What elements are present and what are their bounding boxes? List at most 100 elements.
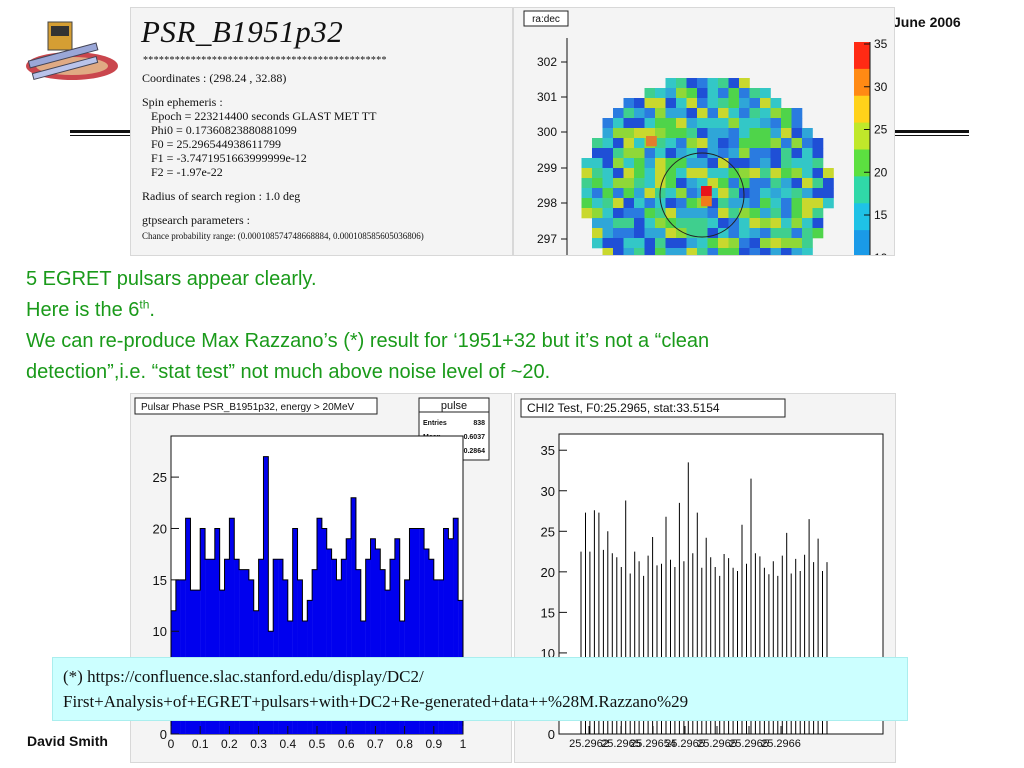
map-cell	[592, 198, 603, 209]
hist-bar	[234, 559, 240, 734]
map-cell	[802, 138, 813, 149]
hist-bar	[239, 569, 245, 734]
hist-bar	[331, 559, 337, 734]
colorbar-segment	[854, 176, 870, 204]
chi-y-tick-label: 35	[541, 443, 555, 458]
presentation-date: June 2006	[893, 14, 961, 30]
map-cell	[812, 158, 824, 169]
coordinates-line: Coordinates : (298.24 , 32.88)	[142, 71, 287, 85]
hist-bar	[414, 528, 420, 734]
map-cell	[665, 248, 677, 255]
map-cell	[718, 78, 729, 89]
map-cell	[665, 118, 677, 129]
map-cell	[697, 248, 708, 255]
map-cell	[781, 118, 792, 129]
colorbar-segment	[854, 230, 870, 255]
map-cell	[770, 248, 782, 255]
colorbar-tick-label: 35	[874, 37, 888, 51]
footnote-line1[interactable]: (*) https://confluence.slac.stanford.edu…	[63, 667, 424, 686]
chi-x-tick-label: 25.29654	[630, 738, 676, 750]
map-cell	[665, 238, 677, 249]
map-cell	[802, 158, 813, 169]
hist-bar	[244, 569, 250, 734]
map-cell	[739, 128, 750, 139]
hist-y-tick-label: 20	[153, 521, 167, 536]
map-cell	[634, 218, 645, 229]
map-cell	[592, 148, 603, 159]
map-cell	[812, 228, 824, 239]
hist-bar	[312, 569, 318, 734]
map-cell	[781, 228, 792, 239]
hist-bar	[419, 528, 425, 734]
hist-bar	[438, 579, 444, 734]
map-cell	[602, 208, 614, 219]
map-cell	[718, 158, 729, 169]
map-cell	[613, 228, 624, 239]
map-cell	[718, 198, 729, 209]
hist-y-tick-label: 25	[153, 470, 167, 485]
map-cell	[613, 158, 624, 169]
map-cell	[781, 138, 792, 149]
map-cell	[623, 238, 635, 249]
map-cell	[676, 188, 687, 199]
map-cell	[791, 158, 803, 169]
map-cell	[770, 208, 782, 219]
map-cell	[823, 178, 834, 189]
map-cell	[581, 158, 593, 169]
footnote-line2[interactable]: First+Analysis+of+EGRET+pulsars+with+DC2…	[63, 692, 689, 711]
stats-value: 838	[473, 420, 485, 427]
map-cell	[686, 228, 698, 239]
map-cell	[697, 228, 708, 239]
map-cell	[697, 78, 708, 89]
search-region-circle	[659, 152, 745, 238]
hist-bar	[370, 538, 376, 734]
map-cell	[602, 148, 614, 159]
map-cell	[592, 178, 603, 189]
hist-bar	[380, 569, 386, 734]
map-cell	[655, 228, 666, 239]
map-cell	[665, 168, 677, 179]
map-cell	[697, 178, 708, 189]
map-cell	[739, 78, 750, 89]
map-cell	[739, 148, 750, 159]
chi-x-tick-label: 25.2962	[569, 738, 609, 750]
f1-line: F1 = -3.7471951663999999e-12	[151, 151, 307, 165]
map-cell	[623, 118, 635, 129]
map-cell	[644, 88, 656, 99]
map-cell	[791, 198, 803, 209]
map-cell	[718, 88, 729, 99]
map-cell	[760, 98, 771, 109]
map-cell	[770, 158, 782, 169]
map-cell	[665, 138, 677, 149]
map-cell	[634, 148, 645, 159]
hist-x-tick-label: 0	[168, 737, 175, 751]
map-cell	[760, 178, 771, 189]
map-cell	[749, 108, 761, 119]
hist-x-tick-label: 0.2	[221, 737, 238, 751]
map-cell	[770, 178, 782, 189]
map-cell	[728, 188, 740, 199]
map-cell	[697, 158, 708, 169]
map-cell	[718, 238, 729, 249]
map-cell	[644, 108, 656, 119]
map-cell	[760, 148, 771, 159]
hist-bar	[390, 559, 396, 734]
map-cell	[686, 148, 698, 159]
map-cell	[676, 208, 687, 219]
map-cell	[686, 188, 698, 199]
map-cell	[802, 208, 813, 219]
map-cell	[739, 218, 750, 229]
map-cell	[676, 218, 687, 229]
map-cell	[665, 178, 677, 189]
map-cell	[613, 208, 624, 219]
map-cell	[623, 228, 635, 239]
hist-title-box	[134, 397, 378, 415]
map-cell	[707, 198, 719, 209]
map-cell	[802, 148, 813, 159]
map-cell	[686, 178, 698, 189]
map-cell	[749, 148, 761, 159]
slide-text-line1: 5 EGRET pulsars appear clearly.	[26, 268, 317, 290]
map-cell	[676, 198, 687, 209]
map-cell	[613, 198, 624, 209]
map-cell	[718, 148, 729, 159]
